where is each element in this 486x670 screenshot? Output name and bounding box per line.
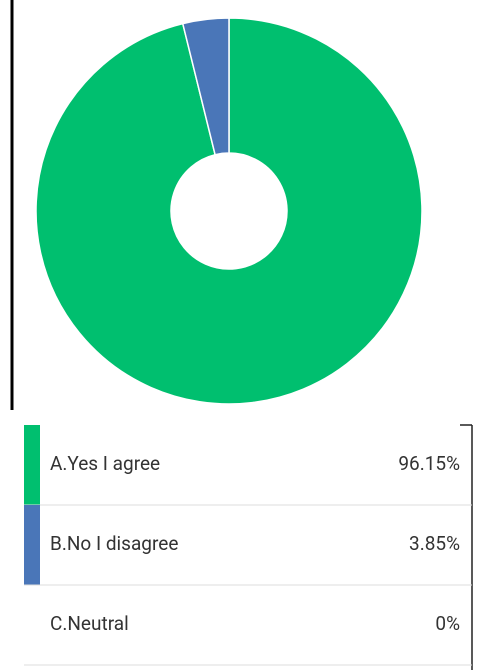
legend-value: 96.15% [398,452,460,475]
legend-swatch [24,425,40,505]
legend-swatch [24,505,40,585]
legend-label: C.Neutral [50,612,129,635]
legend-value: 0% [435,612,460,635]
donut-slice [181,17,230,156]
legend-label: B.No I disagree [50,532,178,555]
legend-label: A.Yes I agree [50,452,160,475]
donut-slice [35,17,423,405]
legend-value: 3.85% [409,532,460,555]
